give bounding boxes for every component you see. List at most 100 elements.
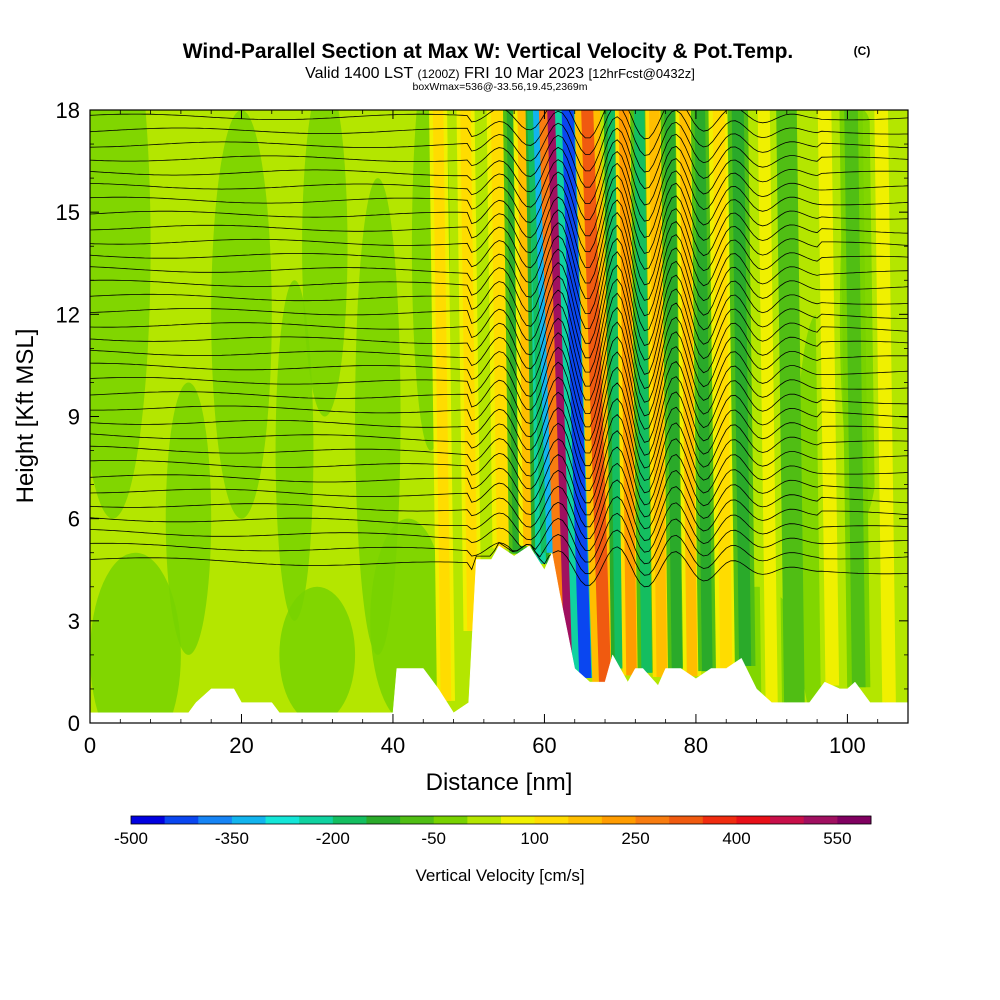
x-axis: 0 20 40 60 80 100 (84, 110, 879, 758)
isentrope-line (90, 336, 908, 430)
isentrope-line (90, 321, 908, 417)
colorbar-swatch (702, 816, 737, 824)
valid-time-main: Valid 1400 LST (305, 65, 413, 82)
updraft-band (490, 110, 509, 549)
downdraft-band (731, 110, 752, 666)
y-tick-label: 9 (68, 405, 80, 430)
colorbar-swatch (736, 816, 771, 824)
colorbar-tick-label: 400 (722, 829, 750, 848)
colorbar-swatch (601, 816, 636, 824)
colorbar-swatch (635, 816, 670, 824)
colorbar-swatch (265, 816, 300, 824)
colorbar-swatch (198, 816, 233, 824)
x-axis-label: Distance [nm] (426, 769, 573, 796)
colorbar-swatch (299, 816, 334, 824)
colorbar-swatch (669, 816, 704, 824)
isentrope-line (90, 278, 908, 375)
weak-downdraft-region (90, 110, 151, 519)
isentrope-line (90, 529, 908, 576)
colorbar-swatch (332, 816, 367, 824)
valid-time-utc: (1200Z) (417, 67, 459, 81)
x-tick-label: 40 (381, 733, 405, 758)
weak-downdraft-region (370, 518, 446, 723)
colorbar-tick-label: -350 (215, 829, 249, 848)
isentrope-line (90, 306, 908, 403)
y-tick-label: 18 (56, 98, 80, 123)
x-tick-label: 100 (829, 733, 866, 758)
isentrope-line (90, 162, 908, 238)
y-tick-label: 0 (68, 711, 80, 736)
isentrope-line (90, 292, 908, 389)
colorbar-swatch (433, 816, 468, 824)
plot-area (89, 109, 909, 724)
isentrope-line (90, 237, 908, 332)
isentrope-line (90, 187, 908, 270)
x-tick-label: 60 (532, 733, 556, 758)
y-axis-label: Height [Kft MSL] (12, 329, 39, 504)
isentrope-line (90, 110, 908, 140)
updraft-band (460, 110, 478, 632)
y-axis: 0 3 6 9 12 15 18 (56, 98, 908, 736)
valid-time-date: FRI 10 Mar 2023 (464, 65, 584, 82)
x-tick-label: 80 (684, 733, 708, 758)
isentrope-line (90, 366, 908, 456)
weak-downdraft-region (279, 586, 356, 723)
isentrope-line (90, 462, 908, 530)
colorbar: -500 -350 -200 -50 100 250 400 550 (114, 815, 872, 848)
isentrope-line (90, 150, 908, 222)
updraft-band (817, 110, 840, 686)
colorbar-swatch (164, 816, 199, 824)
colorbar-swatch (837, 816, 872, 824)
downdraft-band (664, 110, 683, 669)
downdraft-band (694, 110, 713, 672)
vertical-velocity-field (90, 110, 908, 723)
isentrope-line (90, 116, 908, 173)
colorbar-tick-label: 550 (823, 829, 851, 848)
isentrope-line (90, 127, 908, 189)
weak-downdraft-region (302, 110, 348, 417)
updraft-band (874, 110, 896, 703)
x-tick-label: 0 (84, 733, 96, 758)
colorbar-swatch (770, 816, 805, 824)
forecast-init: [12hrFcst@0432z] (588, 66, 694, 81)
valid-time-line: Valid 1400 LST (1200Z) FRI 10 Mar 2023 [… (305, 65, 695, 82)
updraft-band (679, 110, 698, 677)
colorbar-tick-label: 250 (621, 829, 649, 848)
weak-downdraft-region (211, 110, 272, 519)
copyright-mark: (C) (854, 44, 871, 58)
downdraft-band (633, 110, 652, 673)
colorbar-tick-label: 100 (520, 829, 548, 848)
updraft-band (432, 110, 452, 701)
updraft-band (757, 110, 778, 703)
isentrope-line (90, 264, 908, 361)
colorbar-label: Vertical Velocity [cm/s] (415, 866, 584, 885)
isentrope-line (90, 479, 908, 541)
isentrope-line (90, 110, 908, 156)
isentrope-line (90, 174, 908, 254)
terrain-mask (89, 545, 909, 724)
y-tick-label: 6 (68, 507, 80, 532)
downdraft-band (780, 110, 801, 703)
y-tick-label: 12 (56, 302, 80, 327)
isentrope-line (90, 430, 908, 506)
colorbar-swatch (131, 816, 166, 824)
isentrope-line (90, 382, 908, 469)
isentrope-line (90, 446, 908, 518)
colorbar-swatch (231, 816, 266, 824)
y-tick-label: 15 (56, 200, 80, 225)
isentrope-line (90, 398, 908, 481)
y-tick-label: 3 (68, 609, 80, 634)
downdraft-band (844, 110, 866, 688)
terrain-profile (89, 545, 909, 724)
colorbar-swatch (400, 816, 435, 824)
colorbar-swatch (366, 816, 401, 824)
colorbar-tick-label: -500 (114, 829, 148, 848)
colorbar-tick-label: -200 (316, 829, 350, 848)
isentrope-line (90, 496, 908, 553)
weak-downdraft-region (275, 280, 314, 621)
isentrope-line (90, 199, 908, 286)
colorbar-swatch (534, 816, 569, 824)
isentrope-line (90, 139, 908, 206)
weak-downdraft-region (90, 552, 181, 723)
